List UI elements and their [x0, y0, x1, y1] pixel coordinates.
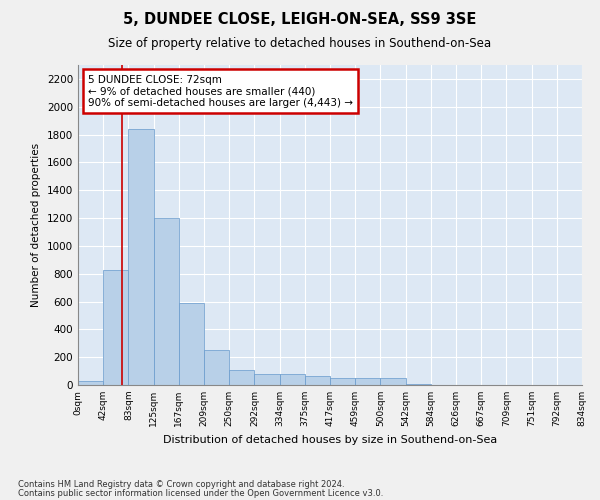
Bar: [78, 381, 103, 385]
Y-axis label: Number of detached properties: Number of detached properties: [31, 143, 41, 307]
Bar: [229, 370, 254, 385]
Bar: [330, 378, 355, 385]
Text: Contains HM Land Registry data © Crown copyright and database right 2024.: Contains HM Land Registry data © Crown c…: [18, 480, 344, 489]
Bar: [179, 303, 204, 385]
Text: Contains public sector information licensed under the Open Government Licence v3: Contains public sector information licen…: [18, 490, 383, 498]
Bar: [103, 270, 128, 385]
Bar: [154, 218, 179, 385]
Text: Size of property relative to detached houses in Southend-on-Sea: Size of property relative to detached ho…: [109, 38, 491, 51]
Bar: [305, 376, 330, 385]
Bar: [280, 374, 305, 385]
Bar: [254, 374, 280, 385]
Bar: [355, 378, 380, 385]
Bar: [128, 129, 154, 385]
Bar: [406, 384, 431, 385]
Bar: [380, 378, 406, 385]
Text: 5 DUNDEE CLOSE: 72sqm
← 9% of detached houses are smaller (440)
90% of semi-deta: 5 DUNDEE CLOSE: 72sqm ← 9% of detached h…: [88, 74, 353, 108]
Text: 5, DUNDEE CLOSE, LEIGH-ON-SEA, SS9 3SE: 5, DUNDEE CLOSE, LEIGH-ON-SEA, SS9 3SE: [124, 12, 476, 28]
Bar: [204, 350, 229, 385]
X-axis label: Distribution of detached houses by size in Southend-on-Sea: Distribution of detached houses by size …: [163, 434, 497, 444]
